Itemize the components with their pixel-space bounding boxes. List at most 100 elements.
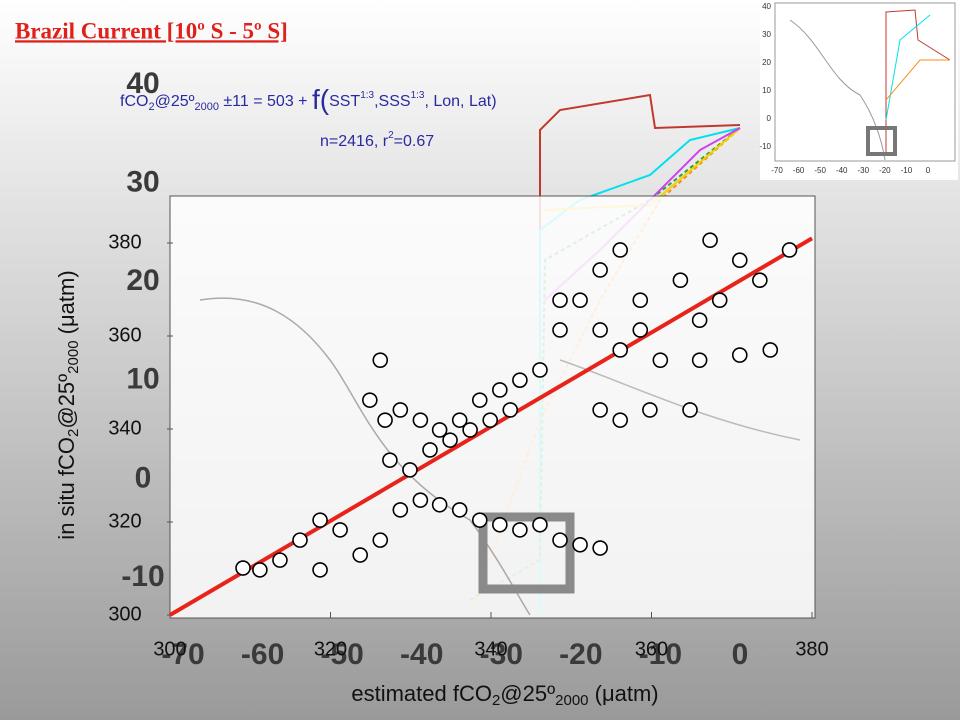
point — [762, 342, 779, 358]
point — [691, 352, 708, 368]
point — [612, 342, 629, 358]
point — [612, 412, 629, 428]
y-tick-label: 360 — [108, 324, 141, 346]
eq-part: SST — [329, 93, 360, 110]
inset-track — [885, 14, 931, 121]
point — [442, 432, 458, 448]
region-box — [478, 512, 575, 594]
y-tick-label: 10 — [126, 363, 159, 396]
eq-part: @25º — [155, 93, 195, 110]
label-part: @25º — [54, 374, 79, 429]
point — [492, 516, 508, 533]
point — [402, 462, 418, 478]
x-tick-label: 0 — [732, 638, 749, 671]
point — [592, 402, 608, 418]
point — [552, 292, 568, 308]
point — [691, 312, 708, 328]
point — [502, 402, 519, 418]
x-tick-label: -10 — [639, 638, 682, 671]
eq-part: fCO — [120, 93, 148, 110]
x-tick-label: -40 — [400, 638, 443, 671]
y-tick-label: 10 — [762, 86, 771, 95]
stats-sup: 2 — [388, 130, 394, 141]
point — [392, 402, 409, 418]
eq-part: ±11 = 503 + — [219, 93, 312, 110]
y-tick-label: -10 — [759, 142, 771, 151]
x-tick-label: -30 — [480, 638, 523, 671]
x-tick-label: -60 — [241, 638, 284, 671]
y-tick-label: 30 — [126, 166, 159, 199]
point — [512, 372, 528, 388]
x-tick-label: 360 — [635, 638, 668, 660]
eq-sub: 2 — [148, 101, 154, 113]
label-part: (μatm) — [589, 681, 659, 706]
label-sub: 2000 — [65, 340, 82, 373]
y-tick-label: 300 — [108, 603, 141, 625]
point — [312, 562, 328, 578]
inset-background — [760, 0, 958, 180]
point — [572, 292, 588, 308]
point — [392, 502, 409, 518]
label-sub: 2 — [65, 429, 82, 437]
inset-frame — [774, 2, 956, 162]
point — [731, 347, 748, 363]
point — [412, 412, 429, 428]
point — [672, 272, 689, 289]
inset-track — [885, 59, 950, 101]
point — [412, 492, 429, 508]
x-axis-label: estimated fCO2@25º2000 (μatm) — [351, 681, 658, 709]
inset-coastline — [789, 19, 886, 161]
equation: fCO2@25º2000 ±11 = 503 + f(SST1:3,SSS1:3… — [120, 84, 497, 115]
point — [431, 422, 448, 438]
point — [592, 262, 608, 278]
point — [252, 562, 268, 578]
point — [372, 532, 389, 548]
point — [632, 322, 649, 338]
y-axis-label: in situ fCO2@25º2000 (μatm) — [54, 270, 82, 539]
point — [552, 322, 568, 338]
point — [462, 422, 478, 438]
eq-sub: 2000 — [194, 101, 218, 113]
x-tick-label: -30 — [858, 166, 870, 175]
point — [451, 412, 468, 428]
point — [451, 502, 468, 518]
coastline — [199, 297, 531, 616]
x-tick-label: -50 — [814, 166, 826, 175]
inset-region-box — [866, 126, 897, 156]
label-part: @25º — [500, 681, 555, 706]
point — [642, 402, 658, 418]
point — [272, 552, 288, 568]
point — [781, 242, 798, 258]
point — [552, 532, 568, 548]
label-part: estimated fCO — [351, 681, 492, 706]
label-sub: 2000 — [555, 692, 588, 709]
point — [332, 522, 348, 538]
point — [682, 402, 698, 418]
eq-part: ,SSS — [374, 93, 410, 110]
y-tick-label: 380 — [108, 231, 141, 253]
point — [592, 322, 608, 338]
x-tick-label: -20 — [559, 638, 602, 671]
map-track — [469, 127, 741, 616]
x-tick-label: -60 — [793, 166, 805, 175]
y-tick-label: -10 — [121, 560, 164, 593]
point — [632, 292, 649, 308]
y-tick-label: 20 — [762, 58, 771, 67]
x-tick-label: 0 — [926, 166, 931, 175]
x-tick-label: -70 — [771, 166, 783, 175]
eq-sup: 1:3 — [411, 90, 425, 101]
x-tick-label: 340 — [474, 638, 507, 660]
point — [372, 352, 389, 368]
point — [572, 536, 588, 553]
point — [752, 272, 768, 289]
stats-part: n=2416, r — [320, 133, 389, 150]
x-tick-label: 320 — [314, 638, 347, 660]
point — [382, 452, 398, 468]
point — [422, 442, 438, 458]
point — [492, 382, 508, 398]
y-tick-label: 40 — [126, 67, 159, 100]
point — [377, 412, 393, 428]
label-part: (μatm) — [54, 270, 79, 340]
